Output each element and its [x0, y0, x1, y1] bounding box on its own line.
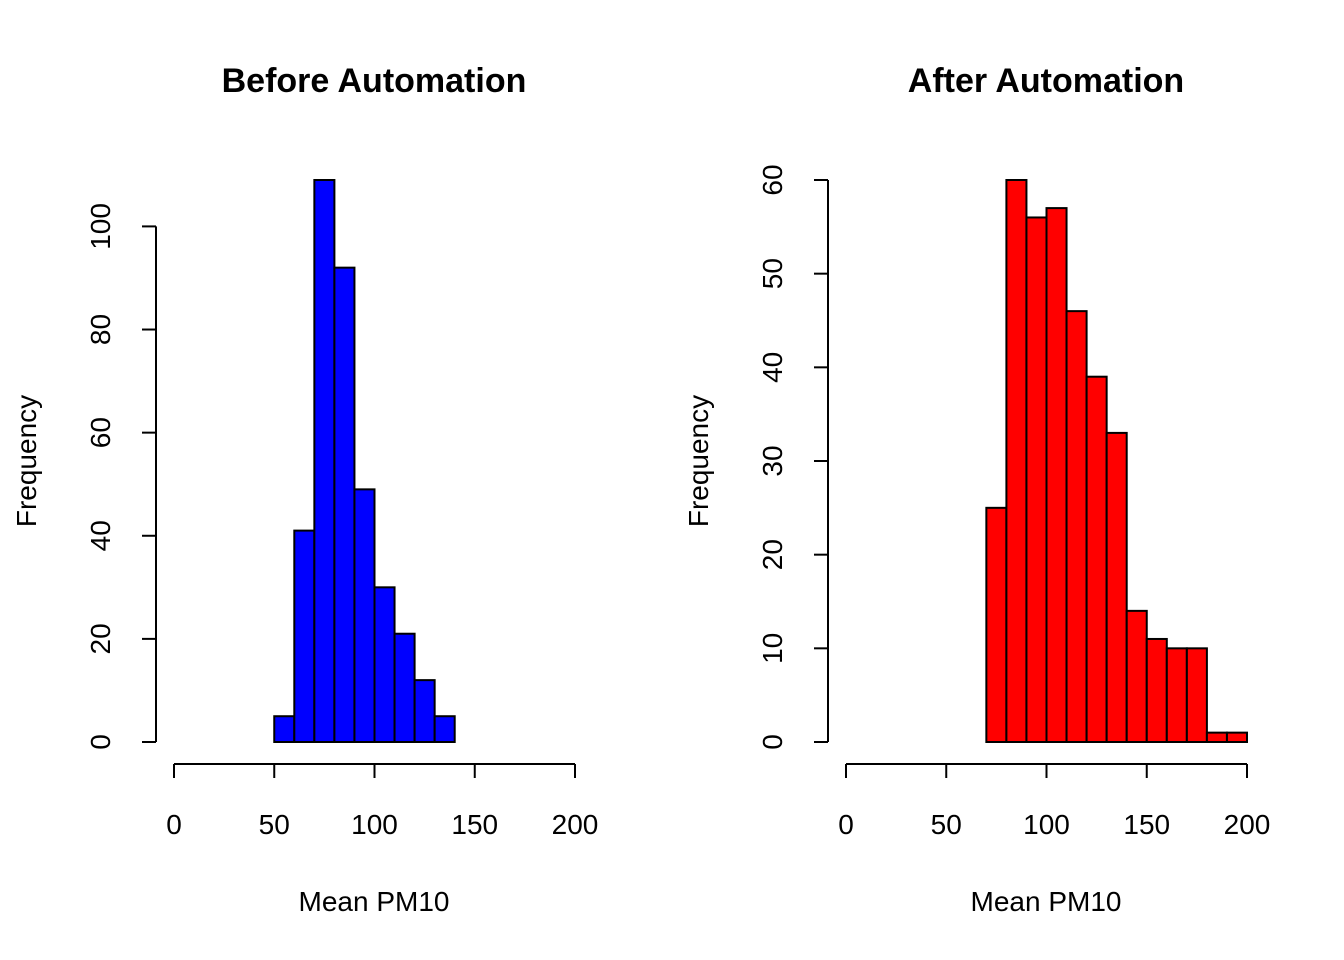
histogram-bar [1025, 216, 1048, 743]
histogram-bar [1045, 207, 1068, 744]
histogram-bar [373, 586, 396, 743]
histogram-bar [1085, 375, 1108, 743]
y-tick-label: 100 [85, 203, 116, 250]
y-tick-label: 50 [757, 258, 788, 289]
histogram-bar [393, 632, 416, 744]
x-tick-label: 200 [552, 809, 599, 840]
x-tick-label: 0 [166, 809, 182, 840]
histogram-bar [413, 679, 436, 743]
y-tick-label: 10 [757, 633, 788, 664]
after-automation-panel: After Automation Mean PM10 Frequency 0 50… [683, 62, 1270, 917]
histogram-bar [353, 488, 376, 743]
histogram-bar [1205, 731, 1228, 744]
x-tick-label: 50 [259, 809, 290, 840]
y-tick-label: 60 [757, 164, 788, 195]
y-tick-label: 0 [757, 734, 788, 750]
y-tick-label: 20 [85, 623, 116, 654]
histogram-bar [1005, 179, 1028, 743]
histogram-bar [1105, 431, 1128, 743]
histogram-bar [313, 179, 336, 743]
y-axis-label: Frequency [11, 395, 42, 527]
x-tick-label: 200 [1224, 809, 1271, 840]
x-tick-label: 100 [1023, 809, 1070, 840]
histogram-bar [1225, 731, 1248, 744]
x-tick-label: 100 [351, 809, 398, 840]
x-axis-label: Mean PM10 [971, 886, 1122, 917]
before-automation-panel: Before Automation Mean PM10 Frequency 0 5… [11, 62, 598, 917]
histogram-bar [1185, 647, 1208, 743]
y-tick-label: 30 [757, 445, 788, 476]
y-axis: 0 20 40 60 80 100 [85, 203, 157, 750]
y-axis: 0 10 20 30 40 50 60 [757, 164, 829, 750]
histogram-bar [333, 266, 356, 743]
y-tick-label: 80 [85, 314, 116, 345]
x-tick-label: 50 [931, 809, 962, 840]
histogram-bar [1145, 637, 1168, 744]
histogram-bar [1065, 310, 1088, 743]
histogram-bar [293, 529, 316, 744]
histogram-bar [1125, 609, 1148, 743]
y-tick-label: 60 [85, 417, 116, 448]
histogram-bars [985, 179, 1248, 744]
histogram-bar [433, 715, 456, 743]
y-axis-label: Frequency [683, 395, 714, 527]
x-tick-label: 150 [1123, 809, 1170, 840]
y-tick-label: 0 [85, 734, 116, 750]
histogram-bar [1165, 647, 1188, 743]
y-tick-label: 40 [85, 520, 116, 551]
histogram-bars [273, 179, 456, 744]
y-tick-label: 40 [757, 352, 788, 383]
y-tick-label: 20 [757, 539, 788, 570]
histogram-bar [985, 506, 1008, 744]
x-axis: 0 50 100 150 200 [838, 763, 1271, 840]
x-axis: 0 50 100 150 200 [166, 763, 599, 840]
panel-title: Before Automation [222, 62, 527, 100]
x-tick-label: 0 [838, 809, 854, 840]
x-tick-label: 150 [451, 809, 498, 840]
x-axis-label: Mean PM10 [299, 886, 450, 917]
panel-title: After Automation [908, 62, 1184, 100]
histogram-bar [273, 715, 296, 743]
